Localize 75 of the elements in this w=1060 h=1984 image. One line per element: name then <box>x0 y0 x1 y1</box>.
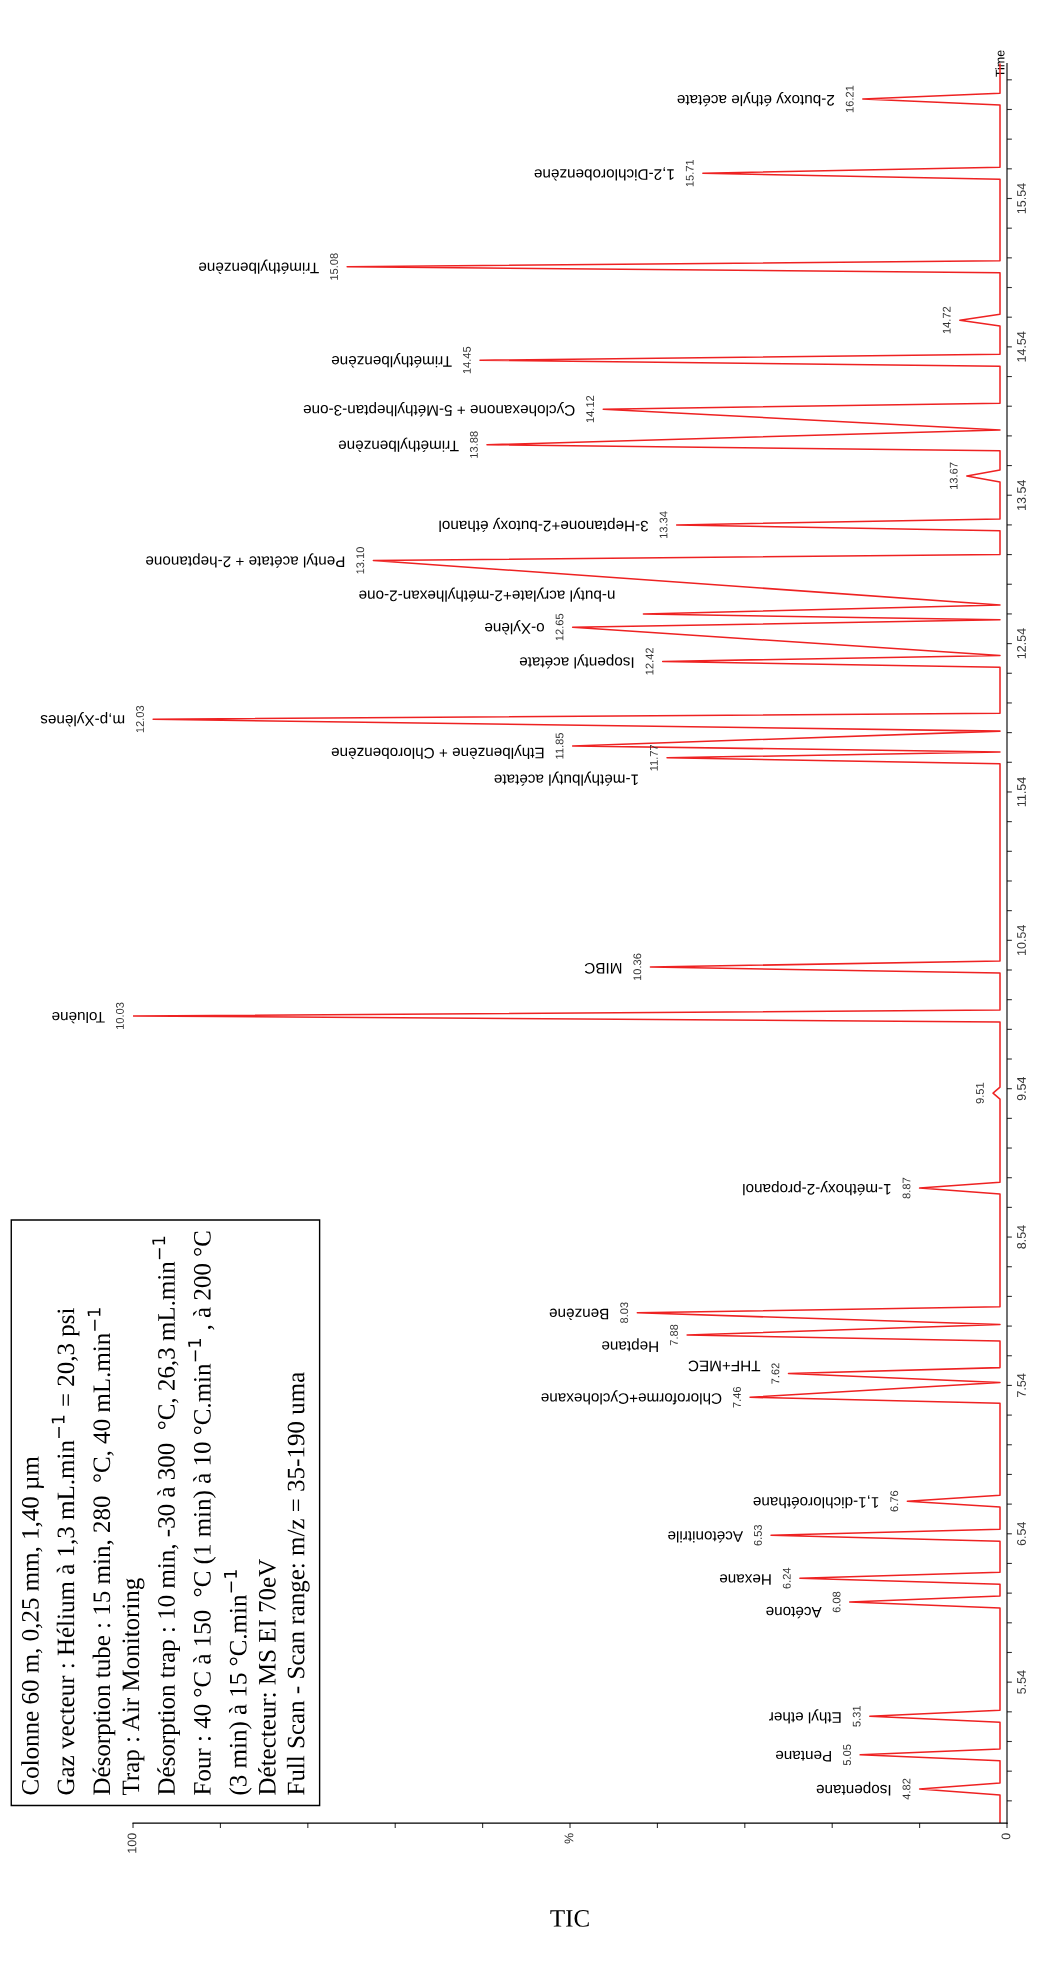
data-label: 9.51 <box>975 1082 984 1104</box>
annotation: 1-méthoxy-2-propanol <box>743 1180 891 1196</box>
annotation: Chloroforme+Cyclohexane <box>541 1390 722 1405</box>
data-label: 12.42 <box>645 648 654 675</box>
annotation: n-butyl acrylate+2-méthylhexan-2-one <box>359 587 615 602</box>
annotation: o-Xylène <box>485 620 545 635</box>
y-tick-label: 13.54 <box>1017 479 1026 510</box>
y-tick-label: 8.54 <box>1017 1225 1026 1249</box>
data-label: 7.46 <box>733 1386 741 1408</box>
annotation: Acétone <box>766 1606 822 1619</box>
y-tick-label: 15.54 <box>1017 183 1026 214</box>
data-label: 6.53 <box>753 1524 762 1546</box>
annotation: Isopentane <box>816 1781 891 1796</box>
data-label: 13.34 <box>659 511 668 538</box>
annotation: 3-Heptanone+2-butoxy éthanol <box>439 517 649 533</box>
data-label: 12.65 <box>555 613 564 641</box>
annotation: Hexane <box>719 1574 771 1585</box>
annotation: m,p-Xylènes <box>40 712 125 727</box>
x-tick-label: 0 <box>1001 1833 1011 1840</box>
annotation: Heptane <box>602 1338 658 1352</box>
data-label: 15.71 <box>685 159 694 187</box>
data-label: 6.24 <box>782 1567 791 1589</box>
data-label: 7.62 <box>771 1363 780 1384</box>
annotation: Triméthylbenzène <box>199 259 319 274</box>
y-tick-label: 6.54 <box>1017 1521 1026 1546</box>
data-label: 8.03 <box>620 1302 629 1324</box>
y-tick-label: 7.54 <box>1017 1373 1026 1397</box>
data-label: 10.36 <box>633 953 642 981</box>
data-label: 14.45 <box>463 346 471 374</box>
data-label: 16.21 <box>845 85 854 113</box>
annotation: Triméthylbenzène <box>338 437 459 452</box>
data-label: 12.03 <box>136 705 144 733</box>
annotation: Toluène <box>52 1011 105 1024</box>
annotation: 1,2-Dichlorobenzène <box>534 167 674 181</box>
data-label: 5.05 <box>843 1744 851 1766</box>
annotation: 2-butoxy éthyle acétate <box>677 91 835 107</box>
annotation: MIBC <box>584 962 622 974</box>
x-tick-label: 100 <box>127 1833 137 1853</box>
data-label: 13.88 <box>469 431 478 458</box>
annotation: 1,1-dichloroéthane <box>753 1495 879 1509</box>
annotation: Benzène <box>549 1308 609 1321</box>
data-label: 13.67 <box>949 462 958 489</box>
annotation: Pentyl acétate + 2-heptanone <box>146 553 345 568</box>
x-tick-label: % <box>564 1833 574 1844</box>
annotation: Cyclohexanone + 5-Méthylheptan-3-one <box>303 401 575 417</box>
annotation: Acétonitrile <box>668 1531 744 1543</box>
y-tick-label: 12.54 <box>1017 628 1026 659</box>
annotation: 1-méthylbutyl acétate <box>494 771 638 786</box>
data-label: 4.82 <box>902 1778 911 1800</box>
data-label: 8.87 <box>902 1177 911 1199</box>
x-axis-title: TIC <box>550 1910 589 1927</box>
data-label: 13.10 <box>356 547 365 574</box>
data-label: 7.88 <box>670 1324 678 1346</box>
data-label: 14.12 <box>586 395 594 423</box>
annotation: Isopentyl acétate <box>519 654 634 669</box>
annotation: Triméthylbenzène <box>331 353 452 368</box>
y-tick-label: 11.54 <box>1017 777 1026 807</box>
data-label: 5.31 <box>852 1706 861 1727</box>
y-tick-label: 9.54 <box>1017 1076 1026 1101</box>
text: Colonne 60 m, 0,25 mm, 1,40 µm Gaz vecteur : Hélium à 1,3 mL.min$^{−1}$ = 20,3 psi Désorption tube : 15 min, 280 °C, 40 mL.min$^{−1}$ Trap : Air Monitoring Désorption trap : 10 min, -30 à 300 °C, 26,3 mL.min$^{−1}$ Four : 40 °C à 150 °C (1 min) à 10 °C.min$^{−1}$ , à 200 °C (3 min) à 15 °C.min$^{−1}$ Détecteur: MS EI 70eV Full Scan - Scan range: m/z = 35-190 uma <box>21 1231 310 1796</box>
annotation: Ethyl ether <box>769 1709 841 1724</box>
y-tick-label: 10.54 <box>1017 925 1026 956</box>
annotation: Pentane <box>775 1750 831 1762</box>
data-label: 10.03 <box>115 1002 124 1030</box>
data-label: 6.76 <box>890 1490 899 1512</box>
y-tick-label: 5.54 <box>1017 1670 1026 1694</box>
annotation: THF+MEC <box>688 1360 761 1372</box>
data-label: 6.08 <box>832 1591 841 1613</box>
data-label: 15.08 <box>330 253 338 280</box>
y-tick-label: 14.54 <box>1017 331 1026 362</box>
y-axis-title: Time <box>995 50 1005 77</box>
annotation: Ethylbenzène + Chlorobenzène <box>331 744 544 760</box>
data-label: 14.72 <box>942 306 951 334</box>
data-label: 11.77 <box>650 744 658 771</box>
data-label: 11.85 <box>555 732 564 759</box>
